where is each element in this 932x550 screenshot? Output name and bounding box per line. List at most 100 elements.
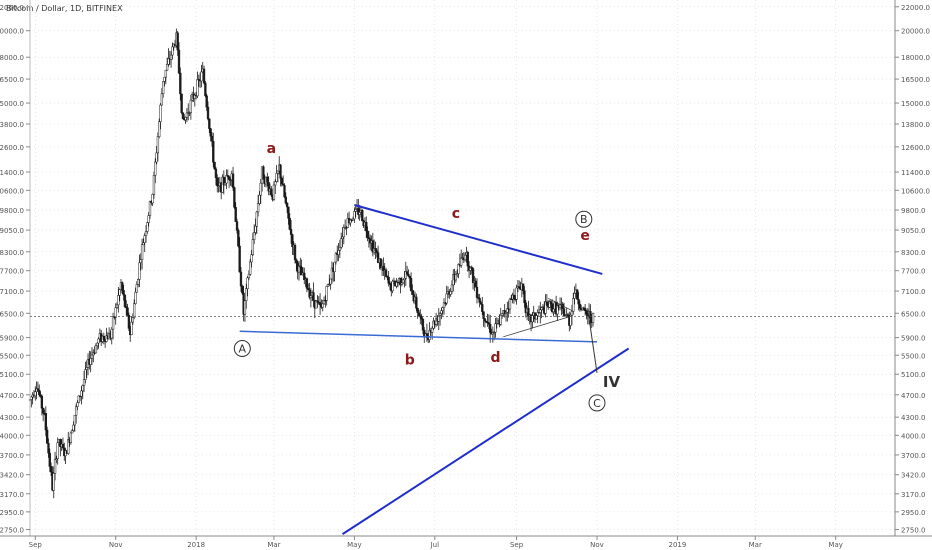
- candle-body: [437, 315, 440, 322]
- candle-body: [279, 164, 282, 179]
- x-tick-label: Mar: [749, 541, 762, 549]
- candle-body: [267, 182, 270, 192]
- candle-body: [249, 261, 252, 275]
- candle-body: [556, 305, 559, 315]
- candle-body: [239, 271, 243, 287]
- candle-body: [147, 215, 150, 223]
- trendline-projection: [587, 309, 598, 373]
- wave-label-circle-B: [575, 210, 593, 228]
- candle-body: [307, 288, 310, 291]
- candle-body: [163, 76, 166, 82]
- candle-body: [156, 136, 160, 154]
- candle-body: [85, 367, 88, 370]
- candle-body: [142, 242, 145, 245]
- candle-body: [165, 64, 169, 71]
- candle-body: [176, 32, 179, 51]
- candles: [28, 28, 595, 499]
- candle-body: [409, 278, 413, 292]
- candle-body: [256, 203, 260, 213]
- candle-body: [125, 306, 128, 309]
- candle-body: [154, 161, 157, 176]
- candle-body: [118, 289, 121, 296]
- candle-body: [227, 176, 231, 180]
- y-tick-label-right: 20000.0: [901, 28, 930, 36]
- wave-label-c: c: [452, 206, 460, 222]
- candle-body: [438, 313, 442, 316]
- x-tick-label: Mar: [267, 541, 280, 549]
- candle-body: [151, 194, 154, 204]
- candle-body: [396, 281, 400, 284]
- candle-body: [388, 283, 392, 285]
- candle-body: [136, 279, 140, 285]
- candle-body: [48, 452, 51, 467]
- candle-body: [515, 287, 518, 300]
- candle-body: [224, 182, 227, 186]
- y-tick-label-right: 5500.0: [901, 352, 926, 360]
- candle-body: [299, 265, 302, 268]
- candle-body: [470, 266, 473, 269]
- candle-body: [40, 395, 44, 409]
- candle-body: [573, 293, 576, 299]
- candle-body: [96, 342, 99, 346]
- candle-body: [247, 274, 251, 279]
- candle-body: [342, 227, 345, 238]
- wave-label-IV: IV: [603, 373, 621, 391]
- candle-body: [270, 188, 273, 196]
- candle-body: [75, 406, 78, 416]
- candle-body: [97, 338, 100, 344]
- candle-body: [55, 458, 58, 461]
- candle-body: [407, 273, 410, 277]
- y-tick-label-left: 20000.0: [0, 28, 24, 36]
- candle-body: [208, 118, 211, 129]
- trendline-lower: [239, 330, 598, 343]
- candle-body: [375, 250, 378, 253]
- candle-body: [217, 185, 220, 187]
- candle-body: [405, 271, 409, 275]
- y-tick-label-left: 16500.0: [0, 76, 24, 84]
- wave-label-A: A: [239, 343, 247, 356]
- candle-body: [337, 250, 340, 255]
- candle-body: [81, 385, 84, 392]
- candle-body: [237, 230, 240, 247]
- candle-body: [276, 170, 280, 174]
- candle-body: [312, 292, 315, 301]
- y-tick-label-left: 5900.0: [0, 335, 24, 343]
- y-tick-label-right: 8300.0: [901, 249, 926, 257]
- candle-body: [258, 194, 261, 204]
- candle-body: [266, 176, 269, 183]
- y-tick-label-right: 10600.0: [901, 187, 930, 195]
- candle-body: [133, 303, 136, 318]
- candle-body: [56, 442, 59, 459]
- y-tick-label-left: 6500.0: [0, 310, 24, 318]
- y-tick-label-left: 7100.0: [0, 288, 24, 296]
- wave-label-a: a: [267, 141, 276, 157]
- candle-body: [334, 253, 338, 263]
- candle-body: [280, 178, 284, 185]
- candle-body: [251, 239, 254, 255]
- y-tick-label-right: 6500.0: [901, 310, 926, 318]
- candle-body: [349, 219, 352, 224]
- y-tick-label-right: 22000.0: [901, 4, 930, 12]
- candle-body: [408, 275, 411, 279]
- y-tick-label-left: 2950.0: [0, 509, 24, 517]
- candle-body: [366, 230, 369, 238]
- candle-body: [188, 112, 191, 114]
- candle-body: [512, 294, 516, 300]
- candle-body: [449, 291, 452, 295]
- candle-body: [535, 315, 538, 320]
- candle-body: [457, 263, 460, 274]
- wave-label-e: e: [580, 228, 590, 244]
- candle-body: [160, 93, 164, 106]
- candle-body: [338, 247, 342, 251]
- candle-body: [463, 254, 467, 261]
- x-tick-label: Nov: [590, 541, 604, 549]
- candle-body: [487, 322, 491, 325]
- y-tick-label-right: 4700.0: [901, 392, 926, 400]
- candle-body: [243, 300, 247, 315]
- y-tick-label-left: 5100.0: [0, 371, 24, 379]
- candle-body: [250, 254, 253, 263]
- x-tick-label: May: [828, 541, 842, 549]
- candle-body: [386, 276, 389, 278]
- candle-body: [456, 273, 459, 276]
